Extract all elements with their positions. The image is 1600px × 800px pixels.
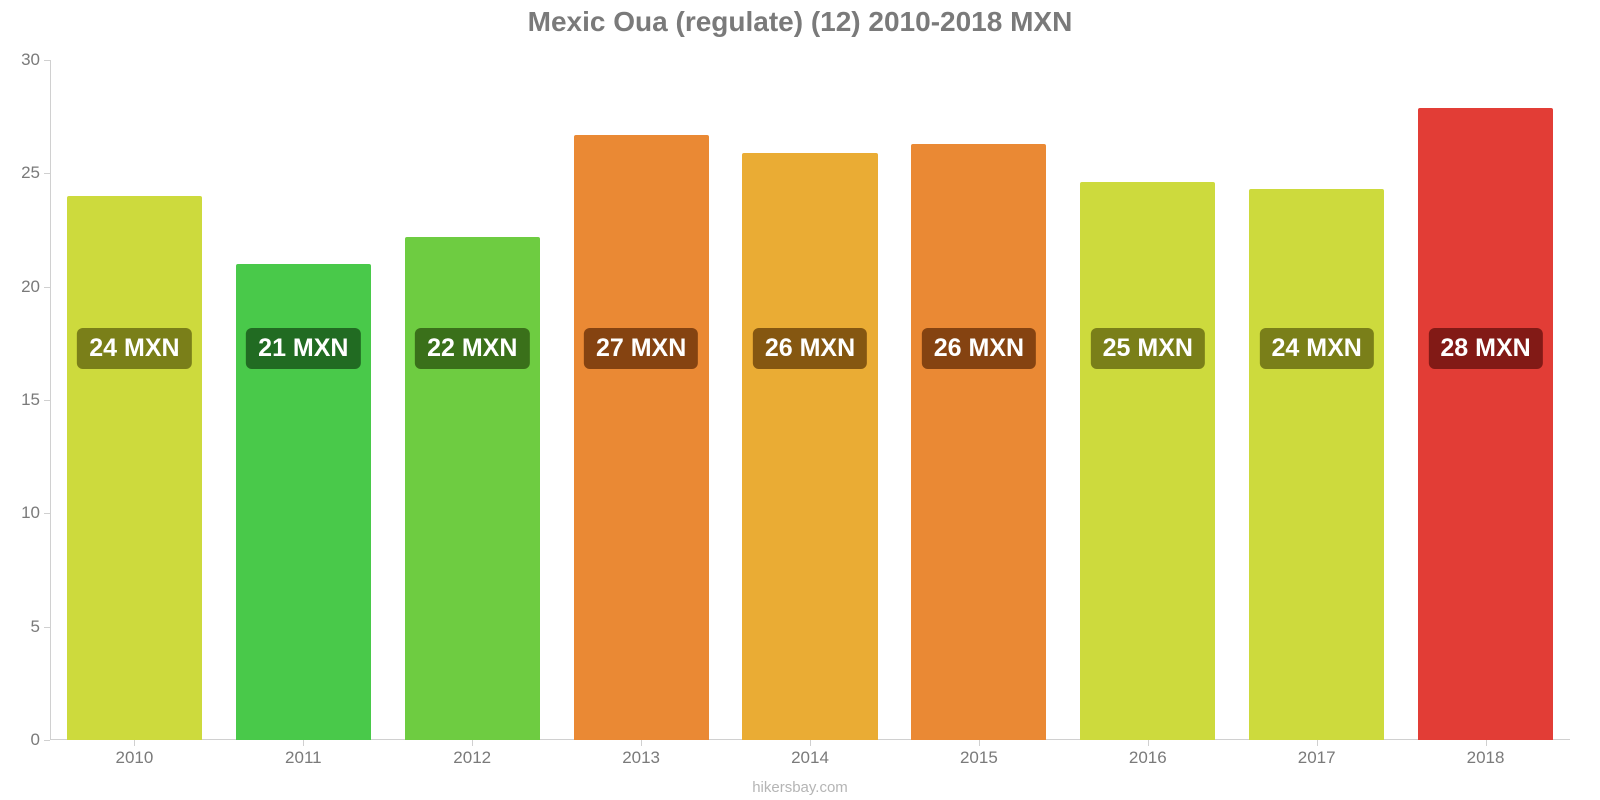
value-badge: 24 MXN xyxy=(77,328,191,369)
ytick-mark xyxy=(44,740,50,741)
xtick-mark xyxy=(1486,740,1487,746)
value-badge: 22 MXN xyxy=(415,328,529,369)
plot-area: 24 MXN201021 MXN201122 MXN201227 MXN2013… xyxy=(50,60,1570,740)
bar-slot: 26 MXN2015 xyxy=(894,60,1063,740)
chart-title: Mexic Oua (regulate) (12) 2010-2018 MXN xyxy=(0,6,1600,38)
chart-footer: hikersbay.com xyxy=(0,779,1600,796)
bar-slot: 26 MXN2014 xyxy=(726,60,895,740)
bar-slot: 22 MXN2012 xyxy=(388,60,557,740)
bar xyxy=(1249,189,1384,740)
xtick-label: 2017 xyxy=(1298,748,1336,768)
ytick-label: 20 xyxy=(0,277,40,297)
bar xyxy=(67,196,202,740)
ytick-label: 5 xyxy=(0,617,40,637)
xtick-mark xyxy=(134,740,135,746)
xtick-label: 2016 xyxy=(1129,748,1167,768)
ytick-label: 10 xyxy=(0,503,40,523)
ytick-mark xyxy=(44,513,50,514)
chart-container: Mexic Oua (regulate) (12) 2010-2018 MXN … xyxy=(0,0,1600,800)
xtick-mark xyxy=(1148,740,1149,746)
bar xyxy=(574,135,709,740)
ytick-label: 30 xyxy=(0,50,40,70)
value-badge: 28 MXN xyxy=(1428,328,1542,369)
xtick-label: 2010 xyxy=(116,748,154,768)
value-badge: 27 MXN xyxy=(584,328,698,369)
xtick-label: 2013 xyxy=(622,748,660,768)
xtick-mark xyxy=(641,740,642,746)
ytick-mark xyxy=(44,400,50,401)
bar-slot: 24 MXN2017 xyxy=(1232,60,1401,740)
bar-slot: 25 MXN2016 xyxy=(1063,60,1232,740)
bar xyxy=(1080,182,1215,740)
bar xyxy=(911,144,1046,740)
xtick-label: 2012 xyxy=(453,748,491,768)
value-badge: 26 MXN xyxy=(922,328,1036,369)
bar xyxy=(742,153,877,740)
bar-slot: 27 MXN2013 xyxy=(557,60,726,740)
xtick-label: 2018 xyxy=(1467,748,1505,768)
xtick-mark xyxy=(979,740,980,746)
bar xyxy=(405,237,540,740)
value-badge: 25 MXN xyxy=(1091,328,1205,369)
value-badge: 26 MXN xyxy=(753,328,867,369)
xtick-label: 2011 xyxy=(285,748,322,768)
bar-slot: 24 MXN2010 xyxy=(50,60,219,740)
ytick-label: 15 xyxy=(0,390,40,410)
bar-slot: 28 MXN2018 xyxy=(1401,60,1570,740)
ytick-mark xyxy=(44,287,50,288)
value-badge: 21 MXN xyxy=(246,328,360,369)
ytick-mark xyxy=(44,627,50,628)
ytick-mark xyxy=(44,173,50,174)
bar xyxy=(1418,108,1553,740)
xtick-mark xyxy=(472,740,473,746)
xtick-mark xyxy=(810,740,811,746)
ytick-mark xyxy=(44,60,50,61)
ytick-label: 0 xyxy=(0,730,40,750)
xtick-label: 2015 xyxy=(960,748,998,768)
ytick-label: 25 xyxy=(0,163,40,183)
xtick-label: 2014 xyxy=(791,748,829,768)
xtick-mark xyxy=(303,740,304,746)
value-badge: 24 MXN xyxy=(1260,328,1374,369)
bar-slot: 21 MXN2011 xyxy=(219,60,388,740)
bars-group: 24 MXN201021 MXN201122 MXN201227 MXN2013… xyxy=(50,60,1570,740)
xtick-mark xyxy=(1317,740,1318,746)
